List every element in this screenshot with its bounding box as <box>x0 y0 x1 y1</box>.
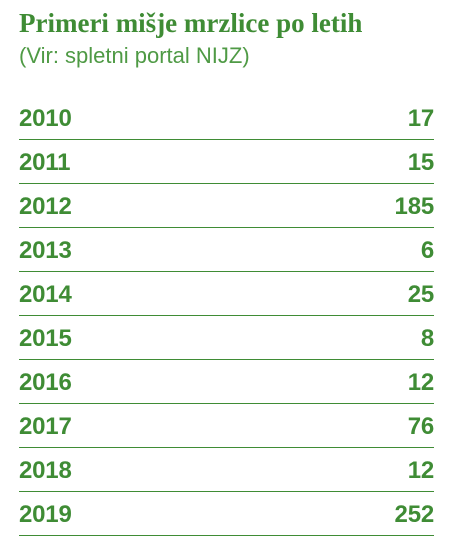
cases-cell: 12 <box>407 456 434 484</box>
cases-cell: 8 <box>420 324 434 352</box>
table-row: 2017 76 <box>19 404 434 448</box>
source-subtitle: (Vir: spletni portal NIJZ) <box>19 43 250 68</box>
cases-table: 2010 17 2011 15 2012 185 2013 6 2014 25 … <box>19 96 434 536</box>
year-cell: 2011 <box>19 148 71 176</box>
year-cell: 2019 <box>19 500 72 528</box>
table-row: 2013 6 <box>19 228 434 272</box>
year-cell: 2017 <box>19 412 72 440</box>
table-row: 2019 252 <box>19 492 434 536</box>
year-cell: 2013 <box>19 236 72 264</box>
table-row: 2018 12 <box>19 448 434 492</box>
table-row: 2012 185 <box>19 184 434 228</box>
year-cell: 2018 <box>19 456 72 484</box>
cases-cell: 15 <box>407 148 434 176</box>
cases-cell: 185 <box>394 192 435 220</box>
year-cell: 2010 <box>19 104 72 132</box>
cases-cell: 17 <box>407 104 434 132</box>
cases-cell: 252 <box>394 500 435 528</box>
cases-cell: 76 <box>407 412 434 440</box>
year-cell: 2014 <box>19 280 72 308</box>
year-cell: 2012 <box>19 192 72 220</box>
page-title: Primeri mišje mrzlice po letih <box>19 8 363 38</box>
table-row: 2014 25 <box>19 272 434 316</box>
table-row: 2015 8 <box>19 316 434 360</box>
year-cell: 2015 <box>19 324 72 352</box>
cases-cell: 12 <box>407 368 434 396</box>
table-row: 2011 15 <box>19 140 434 184</box>
cases-cell: 6 <box>420 236 434 264</box>
table-row: 2010 17 <box>19 96 434 140</box>
cases-cell: 25 <box>407 280 434 308</box>
table-row: 2016 12 <box>19 360 434 404</box>
year-cell: 2016 <box>19 368 72 396</box>
